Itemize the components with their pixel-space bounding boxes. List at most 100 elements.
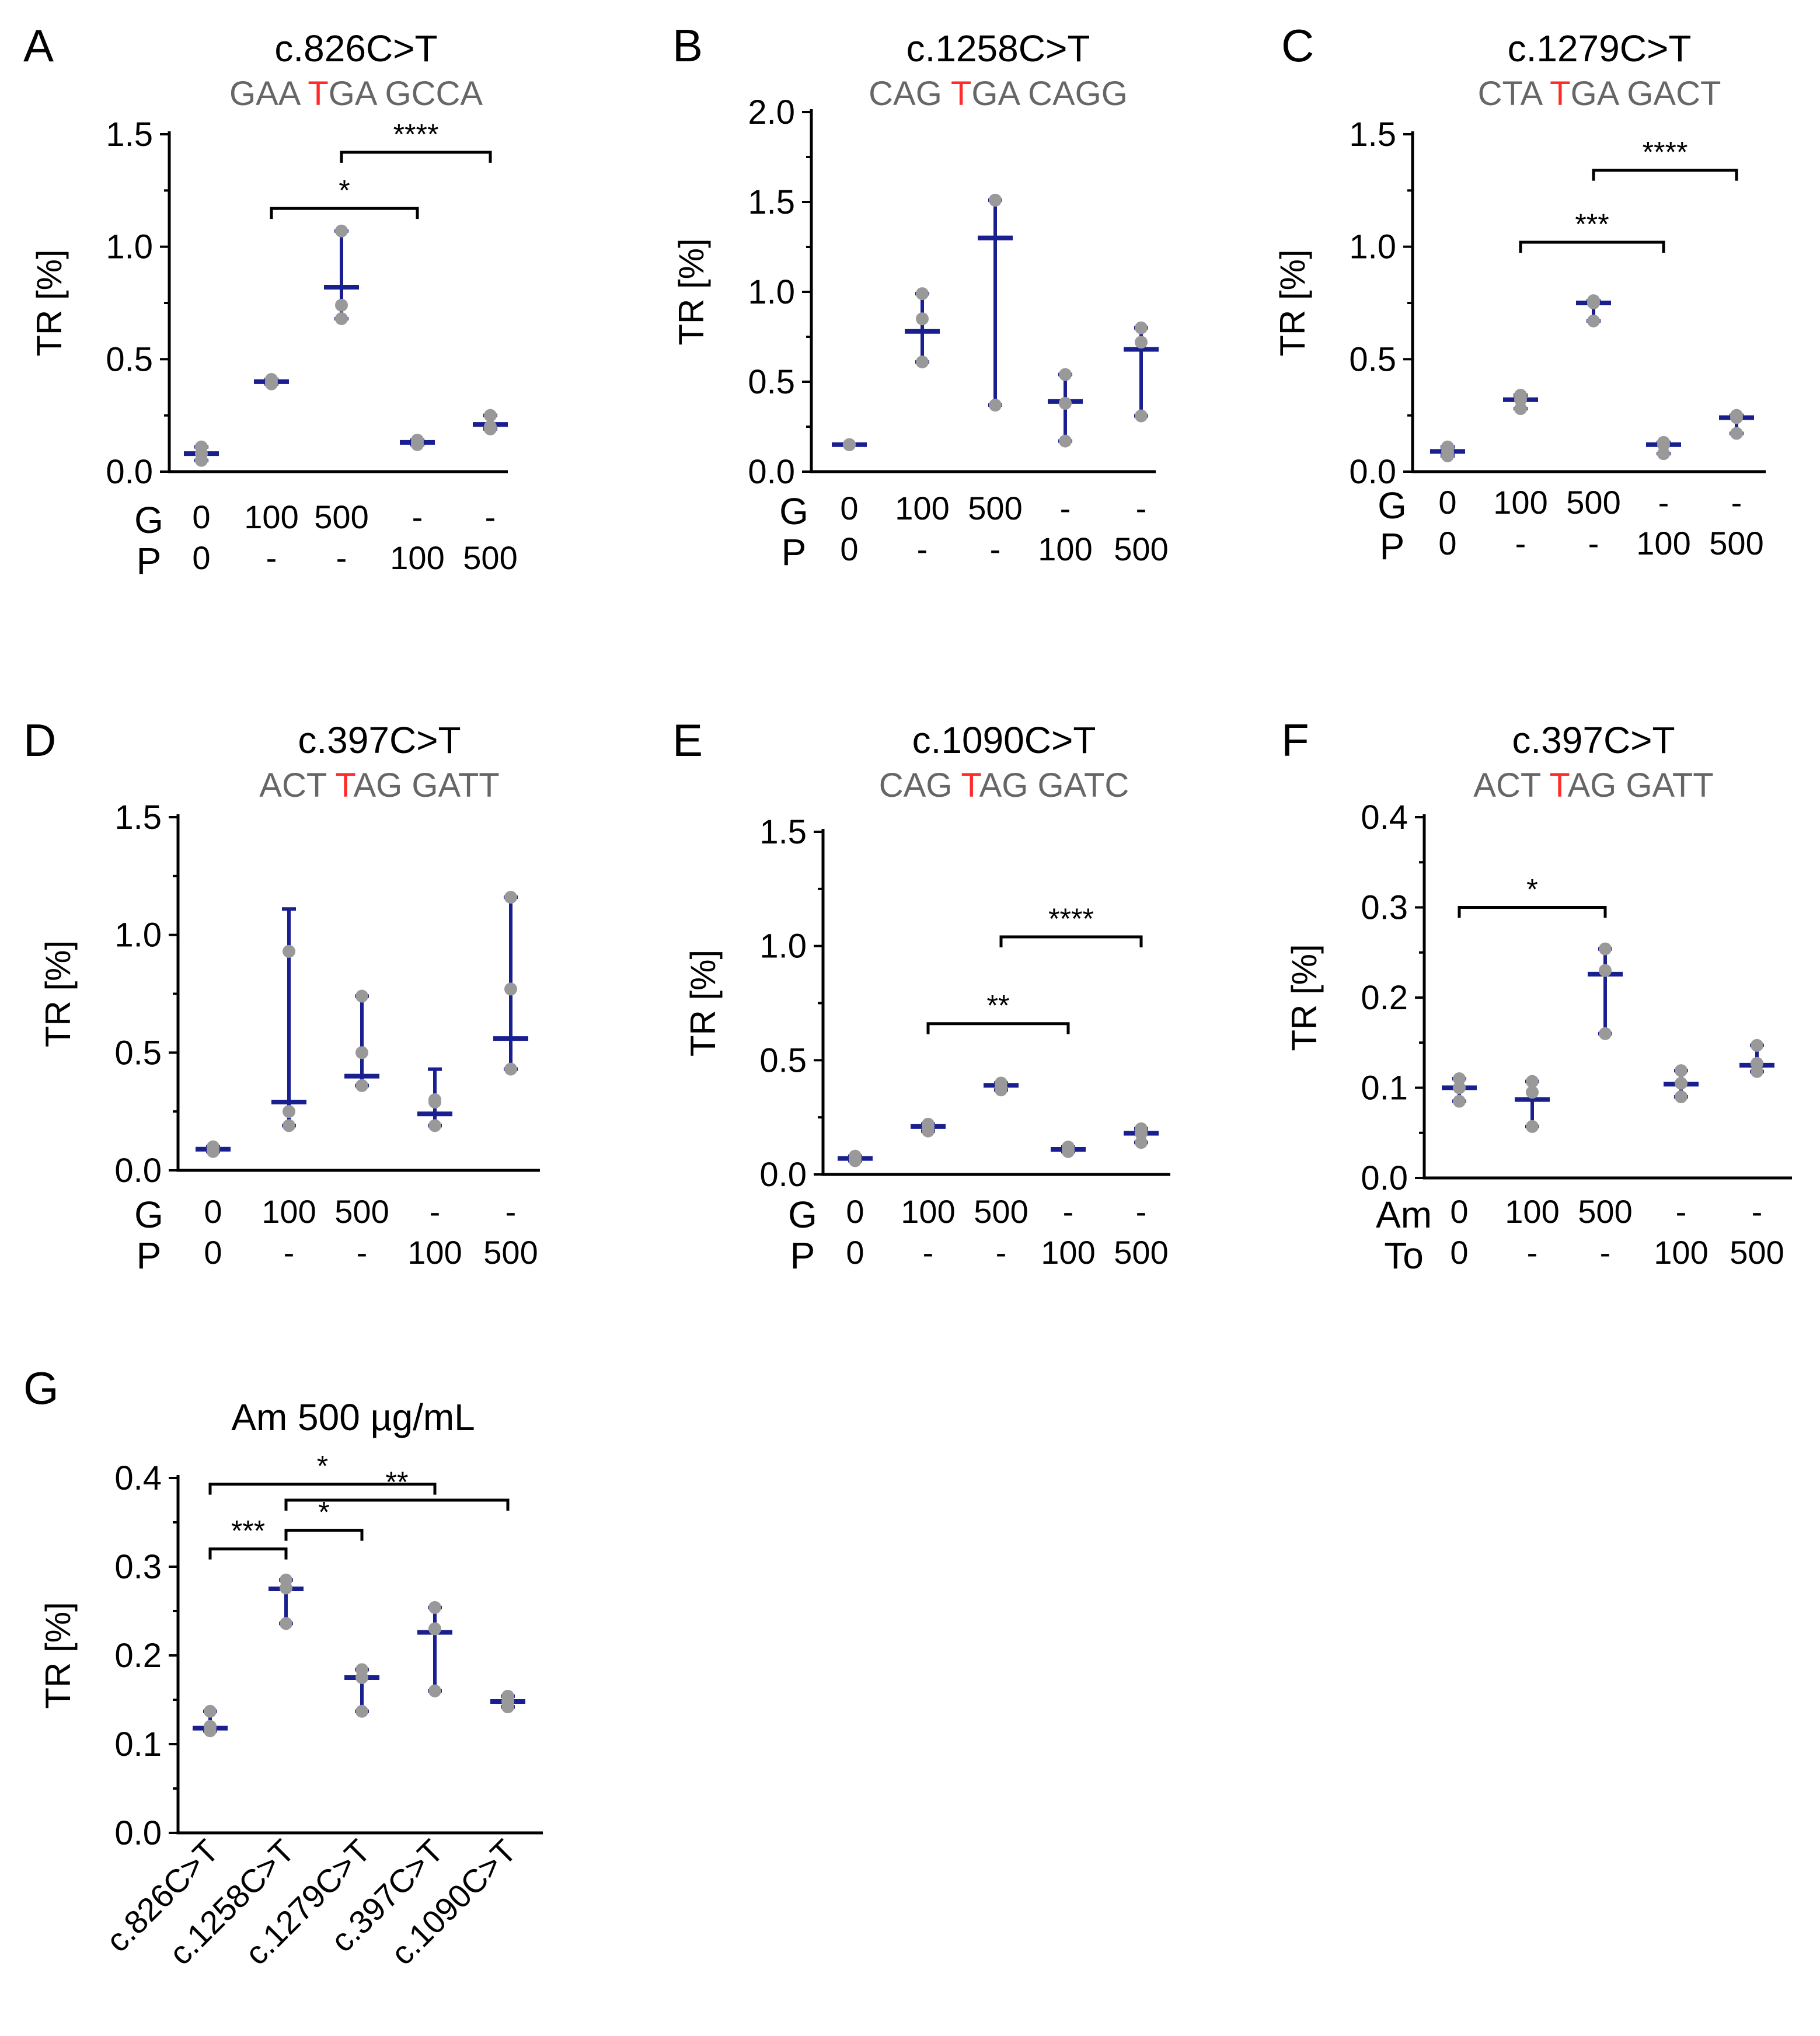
data-point bbox=[1135, 1136, 1148, 1149]
data-point bbox=[504, 1062, 517, 1076]
chart-title: c.826C>T bbox=[274, 27, 437, 69]
condition-row-label: P bbox=[137, 1235, 162, 1277]
condition-value: 0 bbox=[846, 1193, 864, 1230]
data-point bbox=[355, 1663, 368, 1676]
data-point bbox=[989, 193, 1002, 207]
condition-value: 100 bbox=[1041, 1234, 1095, 1271]
y-axis-label: TR [%] bbox=[684, 950, 723, 1057]
y-tick-label: 0.0 bbox=[106, 453, 153, 491]
sequence-label: GAA TGA GCCA bbox=[229, 75, 483, 113]
y-tick-label: 1.5 bbox=[106, 116, 153, 154]
data-point bbox=[355, 1079, 368, 1092]
sequence-highlight: T bbox=[308, 75, 328, 113]
panel-letter: G bbox=[23, 1362, 59, 1414]
data-point bbox=[1135, 409, 1148, 423]
data-group bbox=[1124, 321, 1159, 423]
data-point bbox=[504, 891, 517, 904]
condition-value: 500 bbox=[1709, 525, 1763, 562]
condition-value: - bbox=[505, 1193, 517, 1230]
condition-value: 100 bbox=[1636, 525, 1690, 562]
data-group bbox=[1442, 1072, 1477, 1108]
y-tick-label: 0.2 bbox=[114, 1637, 162, 1675]
data-point bbox=[280, 1617, 292, 1630]
condition-value: 0 bbox=[204, 1193, 222, 1230]
significance-label: * bbox=[1526, 873, 1537, 906]
data-point bbox=[1059, 434, 1072, 448]
significance-label: * bbox=[318, 1496, 329, 1529]
data-point bbox=[1453, 1072, 1466, 1086]
condition-value: - bbox=[1676, 1193, 1687, 1230]
significance-label: * bbox=[317, 1450, 328, 1483]
condition-value: - bbox=[336, 539, 347, 576]
condition-value: 500 bbox=[1114, 531, 1168, 567]
y-tick-label: 0.5 bbox=[748, 363, 795, 401]
data-point bbox=[355, 1704, 368, 1718]
data-group bbox=[1588, 942, 1623, 1040]
data-point bbox=[916, 355, 929, 369]
data-group bbox=[838, 1149, 873, 1167]
condition-value: 100 bbox=[1654, 1234, 1708, 1271]
y-tick-label: 1.0 bbox=[114, 916, 162, 954]
condition-value: - bbox=[996, 1234, 1007, 1271]
condition-row-label: P bbox=[1380, 525, 1405, 567]
data-group bbox=[1664, 1064, 1699, 1103]
data-group bbox=[254, 373, 289, 391]
condition-value: - bbox=[1658, 484, 1669, 521]
data-point bbox=[204, 1704, 217, 1718]
data-group bbox=[1048, 368, 1083, 448]
y-axis-label: TR [%] bbox=[672, 238, 711, 345]
data-point bbox=[484, 409, 497, 422]
condition-value: - bbox=[1588, 525, 1599, 562]
y-tick-label: 0.0 bbox=[748, 453, 795, 491]
y-tick-label: 0.0 bbox=[114, 1152, 162, 1190]
significance-label: **** bbox=[1048, 902, 1094, 935]
significance-label: * bbox=[339, 174, 350, 207]
condition-value: - bbox=[917, 531, 928, 567]
data-point bbox=[283, 1105, 295, 1118]
condition-value: 100 bbox=[390, 539, 444, 576]
data-point bbox=[1453, 1094, 1466, 1108]
data-group bbox=[1515, 1075, 1550, 1133]
data-point bbox=[355, 1046, 368, 1059]
data-point bbox=[1751, 1038, 1763, 1052]
condition-row-label: G bbox=[1378, 484, 1407, 527]
data-point bbox=[484, 420, 497, 433]
sequence-before: CAG bbox=[869, 75, 951, 113]
condition-row-label: Am bbox=[1376, 1194, 1432, 1236]
data-point bbox=[1059, 396, 1072, 410]
condition-value: 100 bbox=[895, 490, 949, 527]
sequence-before: ACT bbox=[1473, 766, 1549, 804]
condition-value: - bbox=[1752, 1193, 1763, 1230]
chart-title: c.397C>T bbox=[298, 719, 461, 761]
significance-bracket bbox=[208, 1483, 437, 1495]
sequence-after: AG GATC bbox=[979, 766, 1129, 804]
condition-value: 0 bbox=[846, 1234, 864, 1271]
data-point bbox=[1514, 402, 1527, 416]
condition-value: 100 bbox=[1493, 484, 1547, 521]
data-group bbox=[271, 907, 306, 1132]
data-point bbox=[207, 1140, 219, 1153]
significance-label: **** bbox=[1643, 136, 1688, 169]
condition-value: 0 bbox=[840, 531, 858, 567]
data-group bbox=[493, 891, 528, 1076]
y-tick-label: 1.5 bbox=[114, 799, 162, 836]
condition-row-label: G bbox=[134, 1194, 163, 1236]
condition-value: - bbox=[1136, 490, 1147, 527]
data-group bbox=[490, 1689, 525, 1714]
significance-label: *** bbox=[1575, 208, 1609, 240]
sequence-after: GA GCCA bbox=[329, 75, 483, 113]
significance-label: ** bbox=[987, 989, 1010, 1022]
data-group bbox=[832, 438, 867, 451]
data-point bbox=[1751, 1057, 1763, 1070]
condition-row-label: To bbox=[1384, 1235, 1424, 1277]
y-tick-label: 0.0 bbox=[114, 1814, 162, 1852]
significance-bracket bbox=[208, 1547, 288, 1560]
data-point bbox=[283, 944, 295, 958]
y-tick-label: 0.0 bbox=[1361, 1159, 1408, 1197]
data-point bbox=[1675, 1076, 1687, 1090]
condition-value: 500 bbox=[968, 490, 1022, 527]
